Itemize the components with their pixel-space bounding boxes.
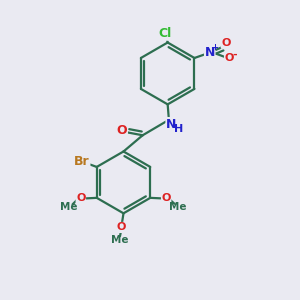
Text: O: O — [224, 53, 234, 63]
Text: Me: Me — [60, 202, 78, 212]
Text: O: O — [76, 194, 86, 203]
Text: Me: Me — [169, 202, 187, 212]
Text: N: N — [166, 118, 176, 130]
Text: Cl: Cl — [159, 27, 172, 40]
Text: O: O — [116, 222, 126, 233]
Text: +: + — [212, 43, 219, 52]
Text: H: H — [174, 124, 184, 134]
Text: O: O — [221, 38, 231, 48]
Text: Br: Br — [74, 155, 90, 168]
Text: O: O — [161, 194, 171, 203]
Text: -: - — [232, 50, 237, 60]
Text: N: N — [205, 46, 215, 59]
Text: O: O — [117, 124, 127, 137]
Text: Me: Me — [111, 235, 129, 245]
